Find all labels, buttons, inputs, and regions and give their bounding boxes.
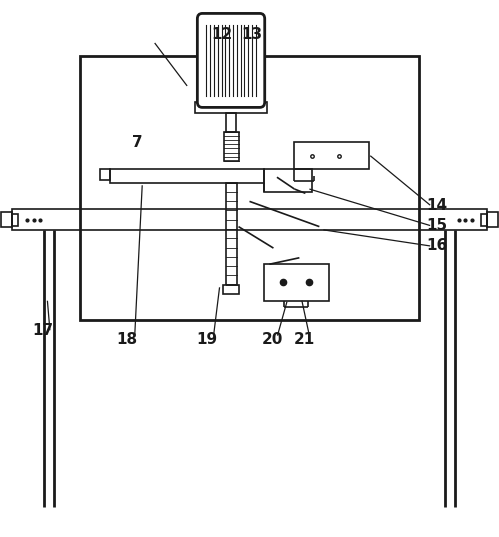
Text: 14: 14 xyxy=(426,198,447,213)
Bar xyxy=(110,169,264,183)
Text: 13: 13 xyxy=(242,27,262,42)
Bar xyxy=(12,209,487,230)
Text: 21: 21 xyxy=(294,332,315,347)
Bar xyxy=(1,213,12,227)
Text: 19: 19 xyxy=(197,332,218,347)
Text: 16: 16 xyxy=(426,238,447,253)
Text: 18: 18 xyxy=(117,332,138,347)
Bar xyxy=(264,264,329,301)
Bar xyxy=(223,285,239,294)
Bar xyxy=(294,142,369,169)
Text: 15: 15 xyxy=(426,218,447,233)
FancyBboxPatch shape xyxy=(197,13,264,107)
Text: 12: 12 xyxy=(212,27,233,42)
Text: 7: 7 xyxy=(132,135,143,150)
Bar xyxy=(224,132,239,161)
Bar xyxy=(264,169,312,192)
Text: 17: 17 xyxy=(32,323,53,338)
Bar xyxy=(100,169,110,180)
Bar xyxy=(481,214,487,226)
Bar xyxy=(12,214,18,226)
Bar xyxy=(226,183,237,285)
Text: 20: 20 xyxy=(261,332,282,347)
Bar xyxy=(226,113,236,132)
Bar xyxy=(80,56,419,320)
Bar xyxy=(487,213,498,227)
Bar xyxy=(195,102,267,113)
